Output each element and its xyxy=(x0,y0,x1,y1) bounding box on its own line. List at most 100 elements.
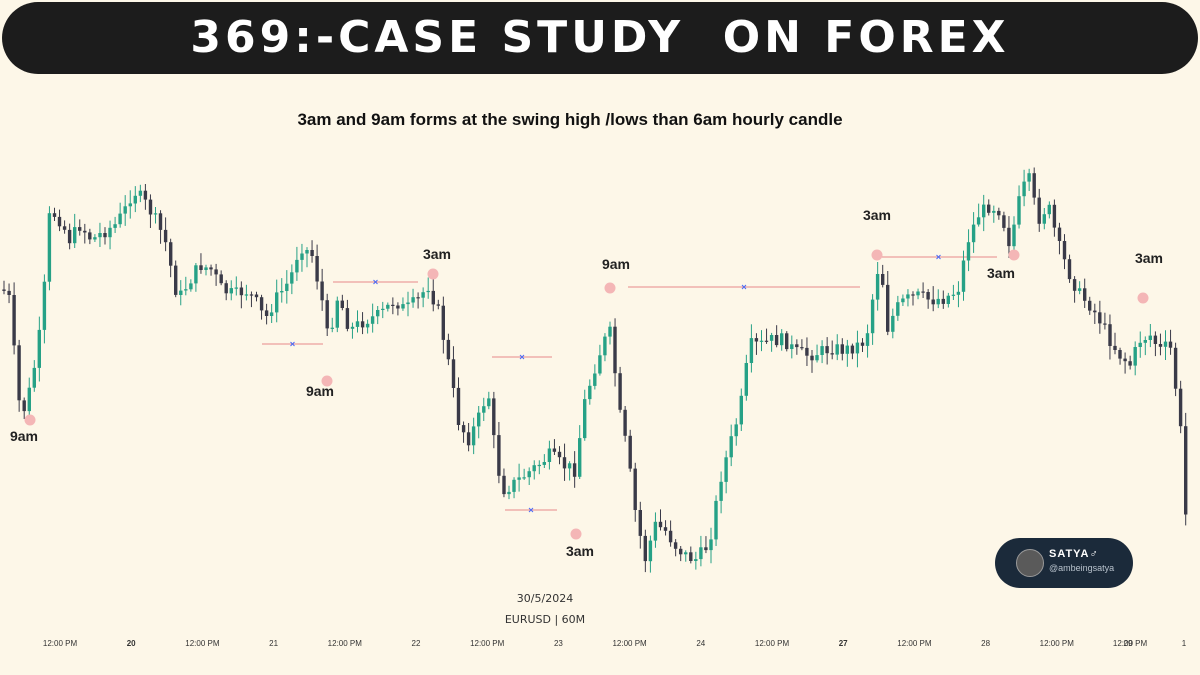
swing-label: 3am xyxy=(566,543,594,559)
candle xyxy=(532,460,536,480)
candle-body xyxy=(123,206,127,214)
swing-marker xyxy=(427,268,439,280)
candle-body xyxy=(461,425,466,433)
candle-body xyxy=(1108,324,1112,346)
candle xyxy=(466,423,471,452)
candle xyxy=(855,330,860,368)
candle xyxy=(1173,342,1178,397)
candle-body xyxy=(1113,345,1117,350)
candle xyxy=(547,440,552,470)
candle-body xyxy=(1143,340,1147,343)
candle xyxy=(446,333,451,366)
candle xyxy=(315,244,319,290)
candle xyxy=(502,468,506,498)
candle xyxy=(578,425,582,479)
candle-body xyxy=(850,345,855,354)
candle-body xyxy=(487,398,491,407)
candle-body xyxy=(446,339,451,360)
candle xyxy=(345,299,350,332)
candle-body xyxy=(522,477,526,479)
candle xyxy=(32,360,36,392)
candle xyxy=(7,283,11,304)
x-tick-label: 12:00 PM xyxy=(755,639,790,648)
candle xyxy=(179,280,183,306)
candle xyxy=(290,264,294,295)
candle-body xyxy=(340,300,344,308)
candle xyxy=(552,439,557,455)
candle-body xyxy=(896,302,900,316)
candle xyxy=(451,346,456,398)
candle xyxy=(1098,300,1102,334)
chart-symbol: EURUSD | 60M xyxy=(505,613,585,626)
candle-body xyxy=(845,345,849,354)
candle xyxy=(471,417,476,455)
candle-body xyxy=(456,387,461,425)
candle-body xyxy=(754,338,759,342)
candle-body xyxy=(88,232,92,240)
candle xyxy=(593,364,597,390)
candle-body xyxy=(689,552,693,561)
candle-body xyxy=(73,227,77,244)
candle xyxy=(906,289,910,307)
x-mark xyxy=(528,507,534,513)
candle-body xyxy=(1128,361,1132,366)
candle-body xyxy=(300,253,304,260)
candle-body xyxy=(759,340,764,342)
candle xyxy=(886,271,890,336)
candle-body xyxy=(623,409,627,436)
candle xyxy=(916,288,920,300)
candle-body xyxy=(163,229,168,243)
candle xyxy=(881,264,885,288)
candle xyxy=(1158,333,1163,356)
candle xyxy=(340,294,344,311)
candle-body xyxy=(648,540,653,562)
candle-body xyxy=(401,304,405,309)
level-line xyxy=(333,279,418,285)
candle-body xyxy=(583,399,587,439)
candle xyxy=(239,281,244,309)
candle-body xyxy=(911,294,915,296)
x-tick-label: 21 xyxy=(269,639,278,648)
candle-body xyxy=(810,355,814,361)
candle-body xyxy=(290,272,294,284)
candle-body xyxy=(1138,342,1142,347)
x-axis: 12:00 PM 20 12:00 PM 21 12:00 PM 22 12:00 PM 23… xyxy=(43,639,1187,648)
candle-body xyxy=(194,265,198,284)
candle-body xyxy=(93,237,97,240)
level-line xyxy=(880,254,997,260)
candle-body xyxy=(320,281,324,301)
candle-body xyxy=(32,367,36,388)
candle xyxy=(12,282,16,355)
swing-label: 3am xyxy=(423,246,451,262)
candle xyxy=(360,312,365,335)
candle xyxy=(269,304,274,323)
candle-body xyxy=(224,283,228,294)
candle xyxy=(184,276,188,296)
candle xyxy=(1113,332,1117,355)
candle xyxy=(956,281,961,308)
candle-body xyxy=(562,457,567,469)
x-mark xyxy=(741,284,747,290)
candle-body xyxy=(249,294,254,296)
candle xyxy=(406,291,410,317)
candle-body xyxy=(578,438,582,477)
candle-body xyxy=(128,203,132,207)
candle xyxy=(1088,296,1092,315)
candle xyxy=(67,223,72,250)
candle xyxy=(643,529,647,573)
candle xyxy=(93,234,97,242)
candle-body xyxy=(1077,288,1082,291)
candle-body xyxy=(7,290,11,295)
candle xyxy=(52,207,57,221)
candle xyxy=(921,282,925,298)
candle xyxy=(88,228,92,245)
candle xyxy=(891,308,895,339)
candle-body xyxy=(502,475,506,495)
candle-body xyxy=(527,471,531,478)
candle xyxy=(825,337,829,365)
candle xyxy=(1062,234,1067,270)
candle-body xyxy=(108,227,112,238)
x-mark xyxy=(290,341,295,347)
candle xyxy=(946,292,950,308)
candle xyxy=(699,535,703,567)
